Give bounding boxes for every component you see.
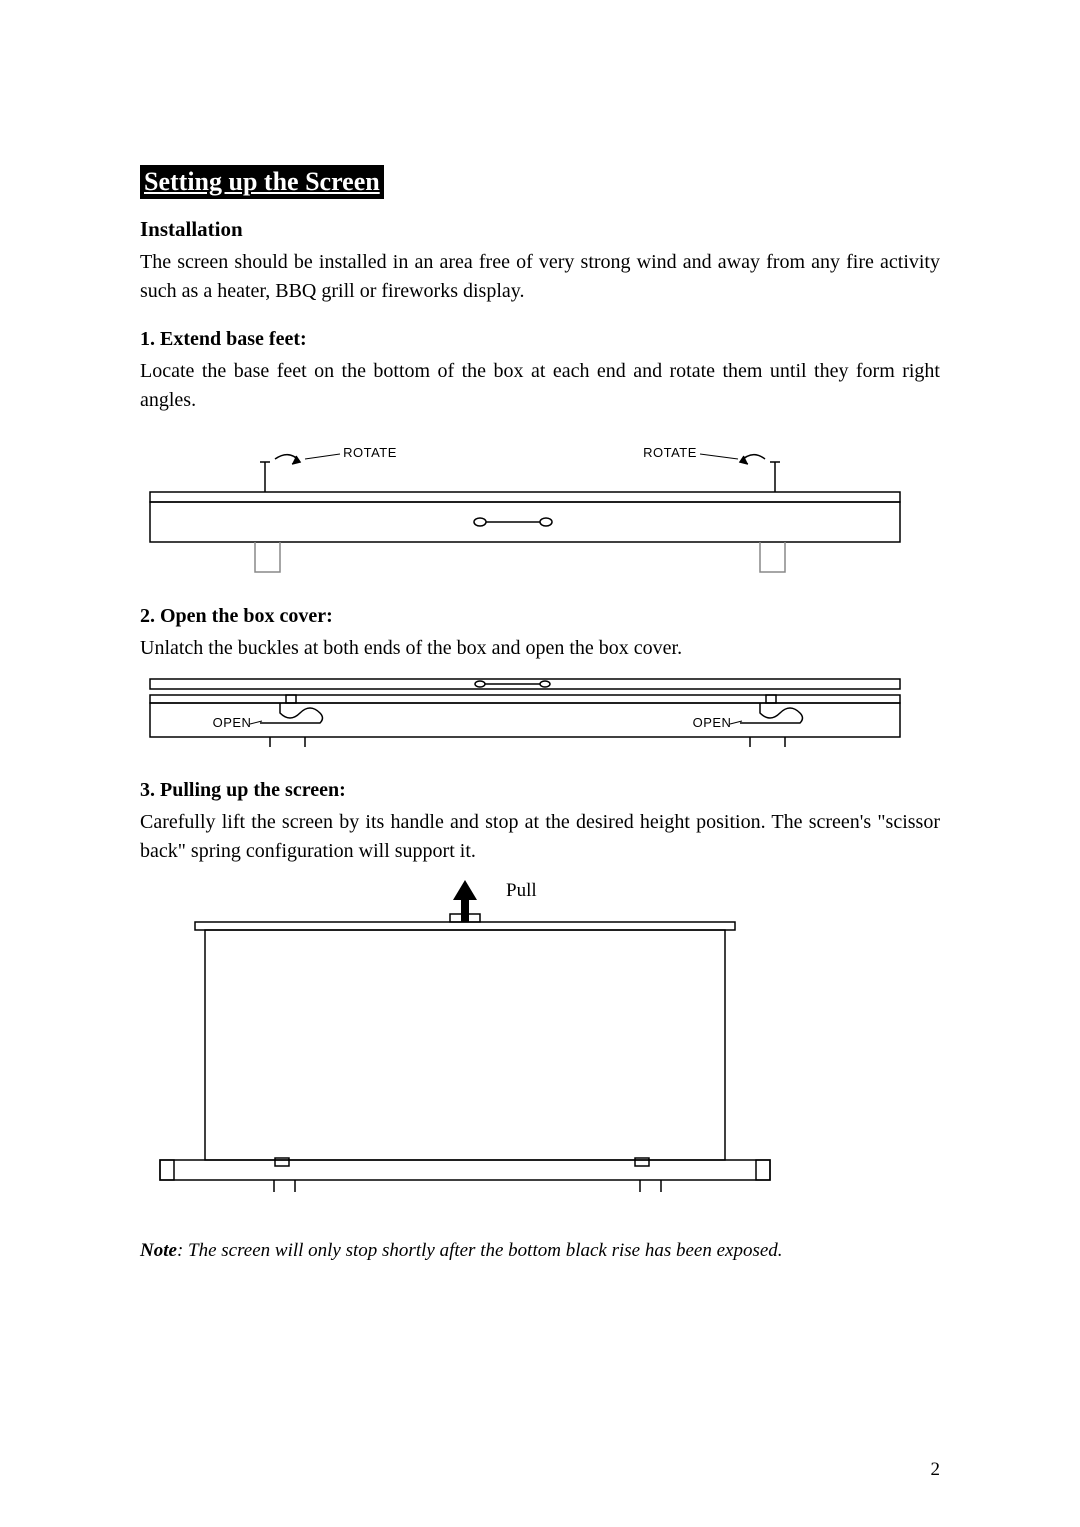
step3-diagram: Pull: [150, 874, 850, 1214]
installation-heading: Installation: [140, 217, 940, 242]
installation-text: The screen should be installed in an are…: [140, 248, 940, 306]
step1-heading: 1. Extend base feet:: [140, 328, 940, 351]
rotate-label-right: ROTATE: [643, 445, 697, 460]
note-text: : The screen will only stop shortly afte…: [177, 1240, 783, 1261]
open-label-right: OPEN: [693, 715, 732, 730]
open-label-left: OPEN: [213, 715, 252, 730]
step2-heading: 2. Open the box cover:: [140, 605, 940, 628]
step1-diagram: ROTATE ROTATE: [140, 437, 910, 587]
note-label: Note: [140, 1240, 177, 1261]
note: Note: The screen will only stop shortly …: [140, 1240, 940, 1262]
rotate-label-left: ROTATE: [343, 445, 397, 460]
step2-diagram: OPEN OPEN: [140, 673, 910, 761]
step2-text: Unlatch the buckles at both ends of the …: [140, 634, 940, 663]
step1-text: Locate the base feet on the bottom of th…: [140, 357, 940, 415]
page-number: 2: [931, 1459, 941, 1481]
page: Setting up the Screen Installation The s…: [0, 0, 1080, 1527]
page-title: Setting up the Screen: [140, 165, 384, 199]
step3-heading: 3. Pulling up the screen:: [140, 779, 940, 802]
pull-label: Pull: [506, 880, 537, 901]
step3-text: Carefully lift the screen by its handle …: [140, 808, 940, 866]
